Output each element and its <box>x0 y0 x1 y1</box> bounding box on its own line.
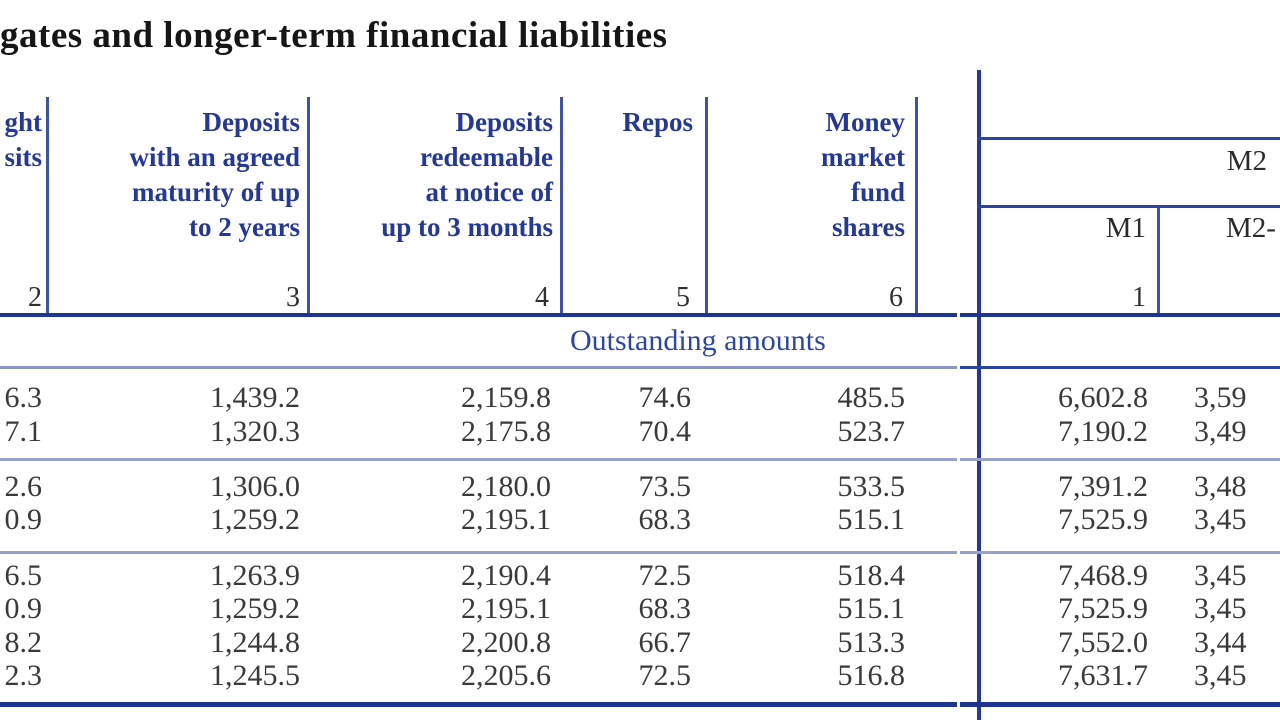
table-cell: 513.3 <box>837 626 906 659</box>
table-cell: 70.4 <box>638 415 692 448</box>
column-header-m1: M1 <box>1105 212 1146 244</box>
table-cell: 3,44 <box>1194 626 1247 659</box>
table-cell: 3,45 <box>1194 659 1247 692</box>
table-cell: 7,552.0 <box>1058 626 1148 659</box>
table-cell: 68.3 <box>638 503 692 536</box>
table-cell: 3,49 <box>1194 415 1247 448</box>
column-header-overnight-deposits-fragment: ght sits <box>4 107 42 172</box>
table-cell: 2,195.1 <box>461 592 551 625</box>
table-cell: 1,259.2 <box>210 592 300 625</box>
table-cell: 3,48 <box>1194 470 1247 503</box>
group-divider-line <box>0 458 957 461</box>
table-cell: 2,200.8 <box>461 626 551 659</box>
table-cell: 2,195.1 <box>461 503 551 536</box>
column-separator <box>307 97 310 315</box>
table-cell: 1,306.0 <box>210 470 300 503</box>
table-cell: 1,263.9 <box>210 559 300 592</box>
table-cell: 0.9 <box>4 503 43 536</box>
table-cell: 0.9 <box>4 592 43 625</box>
table-cell: 6.5 <box>4 559 43 592</box>
table-cell: 66.7 <box>638 626 692 659</box>
table-cell: 1,259.2 <box>210 503 300 536</box>
table-cell: 515.1 <box>837 592 906 625</box>
section-bottom-line-left <box>0 366 957 369</box>
table-cell: 533.5 <box>837 470 906 503</box>
column-number-3: 3 <box>286 282 300 313</box>
table-cell: 72.5 <box>638 559 692 592</box>
column-header-deposits-redeemable: Deposits redeemable at notice of up to 3… <box>381 107 553 242</box>
column-separator <box>705 97 708 315</box>
table-cell: 7,631.7 <box>1058 659 1148 692</box>
table-cell: 7.1 <box>4 415 43 448</box>
table-cell: 2.6 <box>4 470 43 503</box>
table-cell: 8.2 <box>4 626 43 659</box>
table-cell: 68.3 <box>638 592 692 625</box>
table-cell: 7,525.9 <box>1058 503 1148 536</box>
page-title: gates and longer-term financial liabilit… <box>0 15 668 56</box>
table-cell: 7,391.2 <box>1058 470 1148 503</box>
table-cell: 516.8 <box>837 659 906 692</box>
column-separator <box>915 97 918 315</box>
table-cell: 2,205.6 <box>461 659 551 692</box>
group-divider-line <box>960 458 1280 461</box>
table-cell: 515.1 <box>837 503 906 536</box>
column-separator <box>560 97 563 315</box>
table-cell: 485.5 <box>837 381 906 414</box>
column-number-6: 6 <box>889 282 903 313</box>
header-bottom-line-left <box>0 313 957 317</box>
column-header-deposits-agreed-maturity: Deposits with an agreed maturity of up t… <box>129 107 300 242</box>
table-cell: 3,45 <box>1194 503 1247 536</box>
column-number-2: 2 <box>28 282 42 313</box>
panel-divider-line <box>977 70 981 720</box>
table-bottom-line-left <box>0 702 957 707</box>
table-cell: 7,190.2 <box>1058 415 1148 448</box>
table-cell: 6,602.8 <box>1058 381 1148 414</box>
table-cell: 7,525.9 <box>1058 592 1148 625</box>
table-cell: 3,45 <box>1194 559 1247 592</box>
table-cell: 518.4 <box>837 559 906 592</box>
column-number-1: 1 <box>1132 282 1146 313</box>
table-cell: 1,244.8 <box>210 626 300 659</box>
table-cell: 2,175.8 <box>461 415 551 448</box>
column-header-m2-minus-fragment: M2- <box>1226 212 1276 244</box>
column-header-money-market-fund-shares: Money market fund shares <box>821 107 905 242</box>
table-cell: 2.3 <box>4 659 43 692</box>
table-cell: 2,190.4 <box>461 559 551 592</box>
column-header-repos: Repos <box>622 107 693 137</box>
table-cell: 1,245.5 <box>210 659 300 692</box>
table-cell: 73.5 <box>638 470 692 503</box>
column-separator-m1-m2 <box>1157 206 1160 315</box>
table-cell: 3,59 <box>1194 381 1247 414</box>
m2-box-top-line <box>977 137 1280 140</box>
column-header-m2: M2 <box>1226 145 1267 177</box>
column-number-4: 4 <box>535 282 549 313</box>
table-cell: 74.6 <box>638 381 692 414</box>
table-cell: 1,320.3 <box>210 415 300 448</box>
table-cell: 72.5 <box>638 659 692 692</box>
header-bottom-line-right <box>960 313 1280 317</box>
m2-box-bottom-line <box>977 205 1280 208</box>
section-label-outstanding-amounts: Outstanding amounts <box>570 324 826 357</box>
table-cell: 2,159.8 <box>461 381 551 414</box>
table-cell: 2,180.0 <box>461 470 551 503</box>
table-cell: 7,468.9 <box>1058 559 1148 592</box>
column-number-5: 5 <box>676 282 690 313</box>
table-cell: 3,45 <box>1194 592 1247 625</box>
table-cell: 1,439.2 <box>210 381 300 414</box>
group-divider-line <box>960 551 1280 554</box>
table-cell: 6.3 <box>4 381 43 414</box>
table-cell: 523.7 <box>837 415 906 448</box>
table-bottom-line-right <box>960 702 1280 707</box>
section-bottom-line-right <box>960 366 1280 369</box>
column-separator <box>46 97 49 315</box>
group-divider-line <box>0 551 957 554</box>
